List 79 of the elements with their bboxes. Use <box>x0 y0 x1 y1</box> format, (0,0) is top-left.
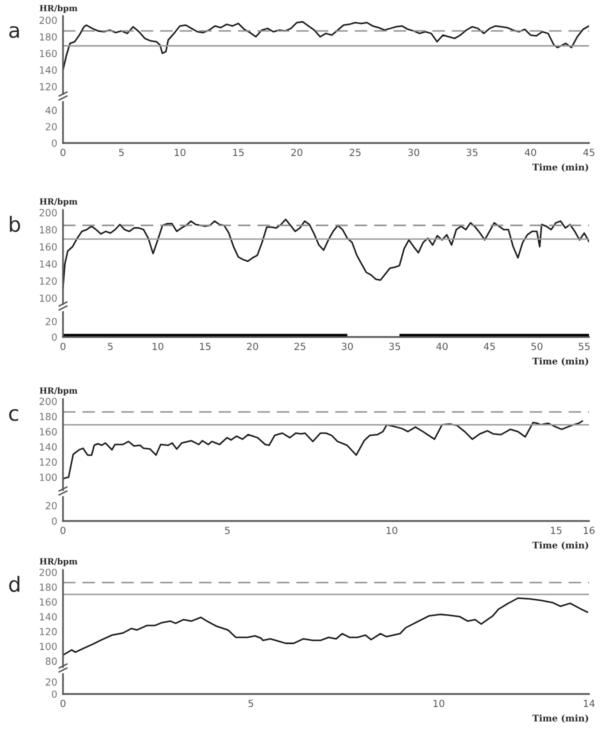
y-tick-label: 120 <box>40 458 57 466</box>
y-tick-label: 100 <box>40 474 57 481</box>
x-tick-label: 20 <box>247 342 258 350</box>
x-tick-label: 50 <box>531 342 542 350</box>
x-tick-label: 40 <box>524 148 536 156</box>
x-tick-label: 25 <box>350 148 361 156</box>
y-tick-label: 200 <box>40 209 57 216</box>
y-tick-label: 180 <box>40 412 57 420</box>
x-tick-label: 0 <box>60 700 66 708</box>
y-tick-label: 0 <box>52 690 57 698</box>
x-tick-label: 35 <box>466 148 478 156</box>
y-tick-label: 200 <box>40 16 57 24</box>
y-tick-label: 120 <box>40 83 57 90</box>
x-axis-title: Time (min) <box>532 164 588 172</box>
x-tick-label: 5 <box>119 148 124 156</box>
x-tick-label: 10 <box>174 148 186 156</box>
x-tick-label: 15 <box>551 526 562 534</box>
line-series <box>63 597 588 656</box>
y-tick-label: 20 <box>46 678 57 686</box>
chart-title: a <box>9 26 19 38</box>
y-axis-title: HR/bpm <box>40 4 78 13</box>
x-tick-label: 45 <box>484 342 495 350</box>
y-axis-title: HR/bpm <box>40 198 78 206</box>
x-axis-title: Time (min) <box>532 542 588 550</box>
y-tick-label: 200 <box>40 568 57 576</box>
y-tick-label: 160 <box>40 243 57 251</box>
x-tick-label: 20 <box>291 148 302 156</box>
y-tick-label: 80 <box>46 658 57 665</box>
x-tick-label: 5 <box>248 700 254 708</box>
x-tick-label: 40 <box>436 342 448 350</box>
chart-title: c <box>9 409 18 422</box>
y-tick-label: 180 <box>40 33 57 41</box>
y-axis-title: HR/bpm <box>40 387 78 396</box>
y-tick-label: 140 <box>40 443 57 451</box>
chart-title: d <box>9 576 20 592</box>
x-tick-label: 14 <box>584 700 595 707</box>
x-tick-label: 0 <box>60 342 66 350</box>
y-tick-label: 180 <box>40 226 57 234</box>
y-axis-title: HR/bpm <box>40 558 78 566</box>
x-tick-label: 45 <box>583 148 594 156</box>
x-tick-label: 10 <box>434 700 444 708</box>
x-tick-label: 5 <box>108 342 113 350</box>
y-tick-label: 140 <box>40 66 57 74</box>
y-tick-label: 120 <box>40 628 57 636</box>
y-tick-label: 0 <box>52 517 57 525</box>
x-tick-label: 35 <box>389 342 400 350</box>
x-tick-label: 30 <box>342 342 353 350</box>
y-tick-label: 160 <box>40 598 57 606</box>
line-series <box>63 420 584 480</box>
x-tick-label: 30 <box>408 148 420 156</box>
x-tick-label: 10 <box>386 526 398 534</box>
y-tick-label: 160 <box>40 50 57 58</box>
y-tick-label: 120 <box>40 277 57 285</box>
y-tick-label: 160 <box>40 428 57 436</box>
y-tick-label: 100 <box>40 294 57 302</box>
y-tick-label: 200 <box>40 398 57 406</box>
y-tick-label: 140 <box>40 260 57 268</box>
line-series <box>63 21 589 71</box>
x-tick-label: 15 <box>233 148 244 156</box>
x-tick-label: 0 <box>60 148 66 156</box>
x-tick-label: 25 <box>294 342 306 350</box>
y-tick-label: 180 <box>40 584 57 591</box>
x-axis-title: Time (min) <box>532 358 588 366</box>
y-tick-label: 140 <box>40 613 57 620</box>
y-tick-label: 20 <box>46 123 57 130</box>
y-tick-label: 0 <box>52 139 57 147</box>
x-tick-label: 55 <box>578 342 590 350</box>
y-tick-label: 20 <box>46 318 57 326</box>
x-tick-label: 5 <box>225 526 230 534</box>
x-tick-label: 0 <box>60 526 66 534</box>
y-tick-label: 0 <box>52 333 57 341</box>
x-tick-label: 16 <box>584 526 595 534</box>
x-axis-title: Time (min) <box>532 714 588 723</box>
x-tick-label: 15 <box>200 342 210 350</box>
x-tick-label: 10 <box>152 342 164 350</box>
chart-title: b <box>10 216 20 232</box>
y-tick-label: 20 <box>46 502 57 510</box>
y-tick-label: 100 <box>40 642 57 650</box>
y-tick-label: 40 <box>46 106 57 114</box>
